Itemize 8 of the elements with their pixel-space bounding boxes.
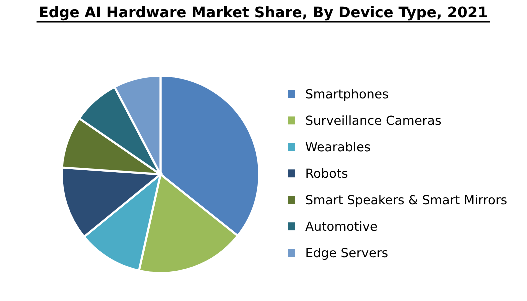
legend-label: Surveillance Cameras [306, 116, 442, 126]
legend-label: Edge Servers [306, 248, 388, 260]
legend-label: Robots [306, 168, 348, 178]
chart-title: Edge AI Hardware Market Share, By Device Type, 2021 [40, 6, 488, 21]
legend-label: Smart Speakers & Smart Mirrors [306, 195, 507, 208]
legend-label: Wearables [306, 142, 370, 152]
legend-label: Smartphones [306, 89, 388, 102]
legend-label: Automotive [306, 221, 378, 232]
